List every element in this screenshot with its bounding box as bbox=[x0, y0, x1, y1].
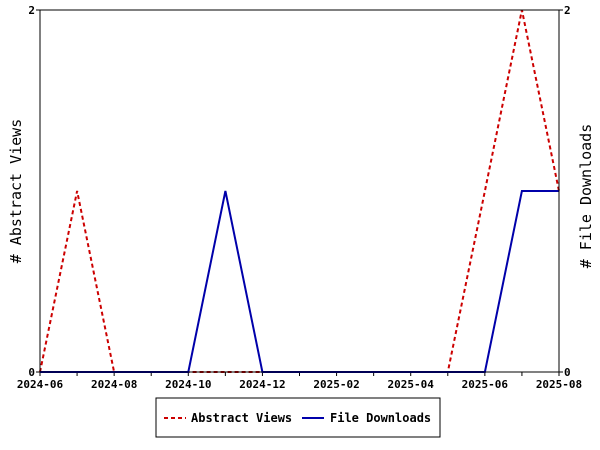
plot-frame bbox=[39, 9, 560, 373]
y-tick-label: 0 bbox=[28, 366, 35, 379]
x-tick-label: 2024-12 bbox=[239, 378, 285, 391]
x-tick-label: 2024-08 bbox=[91, 378, 137, 391]
x-tick-label: 2025-08 bbox=[536, 378, 582, 391]
y-axis-title: # Abstract Views bbox=[7, 119, 25, 264]
legend: Abstract Views File Downloads bbox=[155, 397, 441, 438]
y2-tick-label: 2 bbox=[564, 4, 571, 17]
y2-tick-label: 0 bbox=[564, 366, 571, 379]
series-layer bbox=[39, 9, 560, 373]
labels-layer: 2024-06 2024-08 2024-10 2024-12 2025-02 2025-… bbox=[17, 4, 582, 391]
x-tick-label: 2025-02 bbox=[313, 378, 359, 391]
x-tick-label: 2025-06 bbox=[462, 378, 509, 391]
series-line-abstract-views bbox=[39, 9, 560, 373]
y-tick-label: 2 bbox=[28, 4, 35, 17]
legend-label-file-downloads: File Downloads bbox=[330, 411, 431, 425]
legend-box bbox=[155, 397, 441, 438]
x-tick-label: 2024-06 bbox=[17, 378, 64, 391]
legend-label-abstract-views: Abstract Views bbox=[191, 411, 292, 425]
y2-axis-title: # File Downloads bbox=[577, 124, 595, 269]
x-tick-label: 2025-04 bbox=[388, 378, 435, 391]
x-tick-label: 2024-10 bbox=[165, 378, 211, 391]
series-line-file-downloads bbox=[40, 190, 559, 373]
